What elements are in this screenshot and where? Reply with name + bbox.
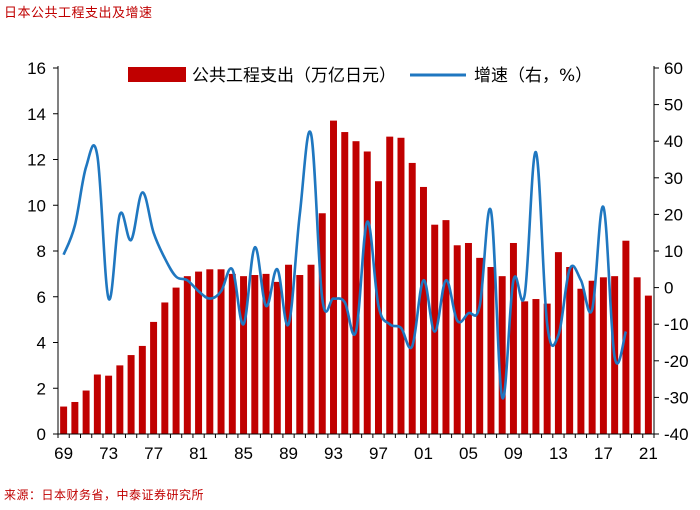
bar-82: [206, 269, 214, 434]
bar-93: [330, 120, 337, 435]
bar-13: [554, 252, 562, 434]
bar-series: [60, 120, 652, 435]
y-right-tick-label: 30: [664, 169, 683, 188]
growth-line: [62, 130, 628, 400]
bar-76: [138, 345, 146, 434]
y-left-tick-label: 8: [37, 242, 46, 261]
bar-08: [498, 276, 506, 434]
y-right-tick-label: 40: [664, 132, 683, 151]
axes: 0246810121416-40-30-20-10010203040506069…: [27, 59, 689, 463]
x-tick-label: 09: [504, 444, 523, 463]
y-right-tick-label: -30: [664, 388, 689, 407]
bar-16: [588, 280, 596, 434]
bar-73: [105, 375, 113, 434]
y-left-tick-label: 2: [37, 379, 46, 398]
bar-89: [285, 264, 293, 434]
bar-00: [408, 162, 416, 434]
y-right-tick-label: 20: [664, 205, 683, 224]
bar-79: [172, 287, 180, 434]
bar-87: [262, 273, 270, 435]
y-right-tick-label: -20: [664, 352, 689, 371]
y-left-tick-label: 10: [27, 196, 46, 215]
source-note: 来源：日本财务省，中泰证券研究所: [4, 488, 205, 502]
y-right-tick-label: 0: [664, 279, 673, 298]
bar-14: [566, 267, 574, 434]
x-tick-label: 73: [99, 444, 118, 463]
bar-01: [419, 186, 427, 434]
bar-11: [532, 299, 540, 434]
bar-88: [273, 281, 281, 434]
x-tick-label: 17: [594, 444, 613, 463]
y-right-tick-label: 10: [664, 242, 683, 261]
y-left-tick-label: 12: [27, 151, 46, 170]
x-tick-label: 13: [549, 444, 568, 463]
x-tick-label: 97: [369, 444, 388, 463]
bar-98: [386, 136, 394, 435]
x-tick-label: 85: [234, 444, 253, 463]
y-right-tick-label: -10: [664, 315, 689, 334]
bar-95: [352, 141, 360, 434]
bar-02: [431, 224, 439, 434]
bar-15: [577, 288, 585, 434]
line-series: [62, 130, 628, 400]
bar-99: [397, 137, 405, 434]
bar-80: [183, 276, 191, 434]
y-right-tick-label: -40: [664, 425, 689, 444]
x-tick-label: 21: [639, 444, 658, 463]
bar-12: [543, 303, 551, 434]
bar-03: [442, 220, 450, 434]
legend-bar-swatch: [128, 67, 186, 82]
x-tick-label: 05: [459, 444, 478, 463]
y-right-tick-label: 50: [664, 96, 683, 115]
chart-title: 日本公共工程支出及增速: [4, 6, 153, 21]
x-tick-label: 01: [414, 444, 433, 463]
bar-07: [487, 267, 495, 434]
bar-94: [341, 132, 349, 435]
bar-06: [476, 257, 484, 434]
y-left-tick-label: 4: [37, 334, 46, 353]
bar-86: [251, 275, 259, 434]
bar-10: [521, 301, 529, 434]
x-tick-label: 93: [324, 444, 343, 463]
bar-75: [127, 355, 135, 434]
bar-83: [217, 269, 225, 434]
bar-19: [622, 240, 630, 434]
bar-74: [116, 365, 124, 435]
x-tick-label: 89: [279, 444, 298, 463]
bar-17: [599, 277, 607, 434]
bar-69: [60, 406, 68, 434]
bar-21: [644, 295, 652, 434]
bar-92: [318, 213, 326, 434]
bar-05: [464, 242, 472, 434]
bar-84: [228, 273, 236, 435]
y-left-tick-label: 0: [37, 425, 46, 444]
bar-72: [93, 374, 101, 434]
bar-04: [453, 245, 461, 434]
bar-71: [82, 390, 90, 434]
bar-09: [509, 242, 517, 434]
x-tick-label: 69: [54, 444, 73, 463]
bar-77: [150, 321, 158, 434]
legend-bar-label: 公共工程支出（万亿日元）: [192, 66, 396, 86]
bar-85: [240, 276, 248, 434]
y-left-tick-label: 14: [27, 105, 46, 124]
bar-96: [363, 151, 371, 435]
legend-line-label: 增速（右，%）: [474, 66, 592, 86]
bar-70: [71, 401, 79, 434]
bar-20: [633, 277, 641, 434]
bar-81: [195, 271, 203, 434]
y-left-tick-label: 6: [37, 288, 46, 307]
y-right-tick-label: 60: [664, 59, 683, 78]
bar-78: [161, 302, 169, 434]
x-tick-label: 81: [189, 444, 208, 463]
bar-90: [296, 275, 304, 434]
y-left-tick-label: 16: [27, 59, 46, 78]
bar-91: [307, 264, 315, 434]
x-tick-label: 77: [144, 444, 163, 463]
legend: 公共工程支出（万亿日元） 增速（右，%）: [128, 66, 592, 86]
